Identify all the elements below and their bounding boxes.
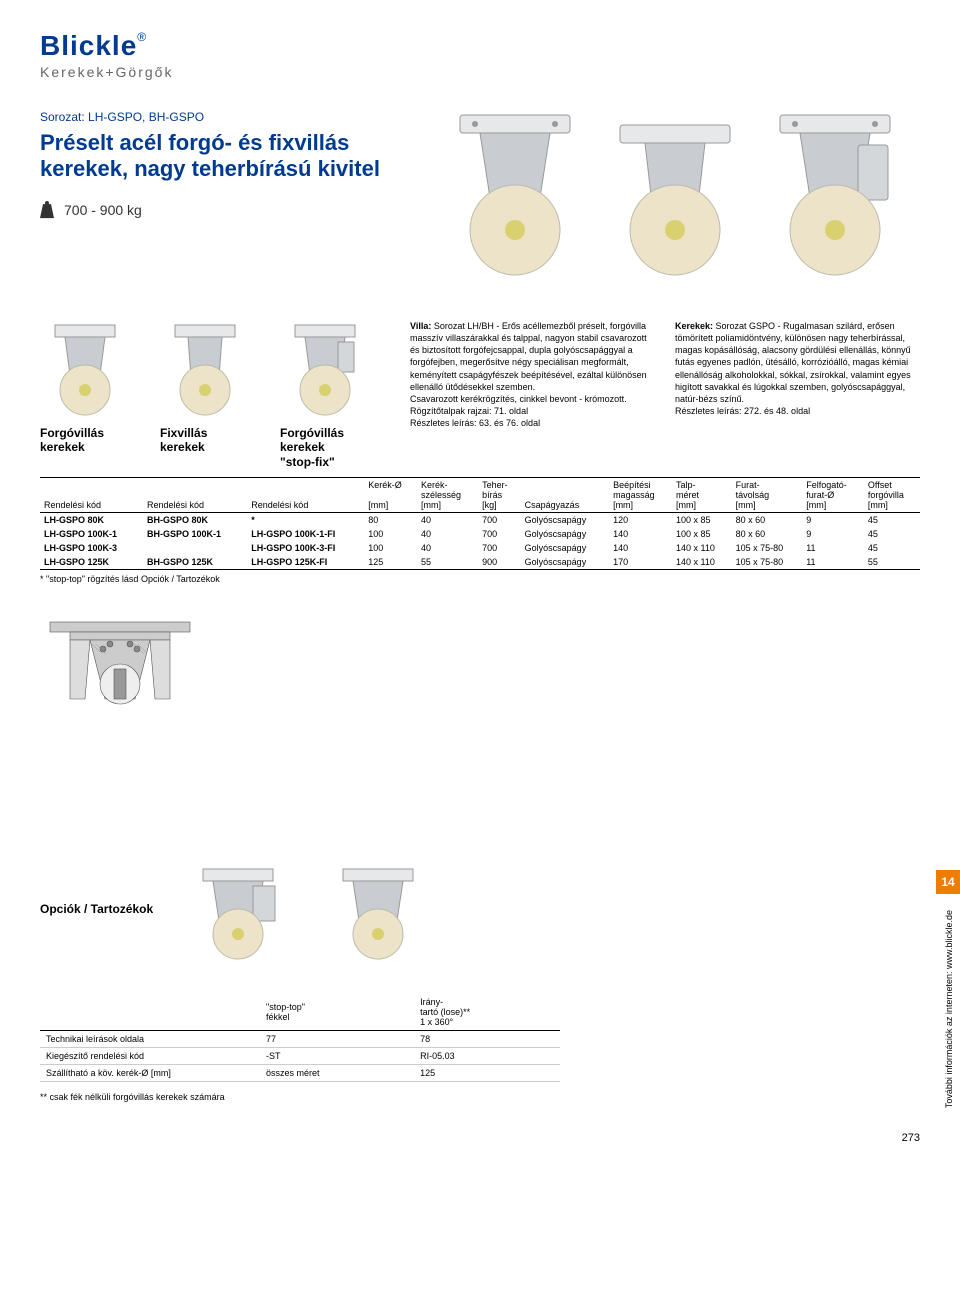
table-row: LH-GSPO 100K-1BH-GSPO 100K-1LH-GSPO 100K… bbox=[40, 527, 920, 541]
spec-header: Csapágyazás bbox=[521, 478, 609, 513]
side-info: További információk az interneten: www.b… bbox=[944, 910, 954, 1108]
table-row: Kiegészítő rendelési kód-STRI-05.03 bbox=[40, 1048, 560, 1065]
spec-header: Offset forgóvilla [mm] bbox=[864, 478, 920, 513]
logo-reg: ® bbox=[137, 30, 146, 44]
table-row: LH-GSPO 100K-3LH-GSPO 100K-3-FI10040700G… bbox=[40, 541, 920, 555]
logo-sub: Kerekek+Görgők bbox=[40, 64, 920, 80]
thumb-label: Fixvillás kerekek bbox=[160, 426, 260, 455]
spec-header: Furat- távolság [mm] bbox=[732, 478, 803, 513]
thumb-fixed: Fixvillás kerekek bbox=[160, 320, 260, 469]
thumb-swivel: Forgóvillás kerekek bbox=[40, 320, 140, 469]
logo-brand: Blickle bbox=[40, 30, 137, 61]
spec-header: Rendelési kód bbox=[143, 478, 247, 513]
spec-header: Beépítési magasság [mm] bbox=[609, 478, 672, 513]
logo: Blickle® Kerekek+Görgők bbox=[40, 30, 920, 80]
cross-section-diagram bbox=[40, 614, 200, 709]
spec-header: Teher- bírás [kg] bbox=[478, 478, 521, 513]
series-line: Sorozat: LH-GSPO, BH-GSPO bbox=[40, 110, 400, 124]
spec-table: Rendelési kódRendelési kódRendelési kódK… bbox=[40, 477, 920, 570]
desc-kerekek: Kerekek: Sorozat GSPO - Rugalmasan szilá… bbox=[675, 320, 920, 469]
page-number: 273 bbox=[40, 1132, 920, 1144]
spec-header: Rendelési kód bbox=[247, 478, 364, 513]
weight-icon bbox=[40, 201, 54, 219]
caster-illustration bbox=[440, 110, 590, 280]
thumb-label: Forgóvillás kerekek bbox=[40, 426, 140, 455]
options-table: "stop-top" fékkelIrány- tartó (lose)** 1… bbox=[40, 994, 560, 1082]
spec-header: Kerék-Ø [mm] bbox=[364, 478, 417, 513]
options-footnote: ** csak fék nélküli forgóvillás kerekek … bbox=[40, 1092, 920, 1102]
option-caster-direction bbox=[323, 864, 433, 964]
capacity-value: 700 - 900 kg bbox=[64, 202, 142, 218]
spec-header: Rendelési kód bbox=[40, 478, 143, 513]
table-row: Technikai leírások oldala7778 bbox=[40, 1031, 560, 1048]
hero-image bbox=[430, 110, 920, 280]
caster-illustration bbox=[600, 110, 750, 280]
capacity: 700 - 900 kg bbox=[40, 201, 400, 219]
page-title: Préselt acél forgó- és fixvillás kerekek… bbox=[40, 130, 400, 183]
caster-illustration bbox=[760, 110, 910, 280]
spec-header: Felfogató- furat-Ø [mm] bbox=[802, 478, 864, 513]
spec-header: Kerék- szélesség [mm] bbox=[417, 478, 478, 513]
section-tab: 14 bbox=[936, 870, 960, 894]
options-title: Opciók / Tartozékok bbox=[40, 902, 153, 916]
desc-villa: Villa: Sorozat LH/BH - Erős acéllemezből… bbox=[410, 320, 655, 469]
table-row: LH-GSPO 125KBH-GSPO 125KLH-GSPO 125K-FI1… bbox=[40, 555, 920, 570]
spec-header: Talp- méret [mm] bbox=[672, 478, 732, 513]
thumb-stopfix: Forgóvillás kerekek "stop-fix" bbox=[280, 320, 380, 469]
option-caster-stoptop bbox=[183, 864, 293, 964]
table-row: Szállítható a köv. kerék-Ø [mm]összes mé… bbox=[40, 1065, 560, 1082]
thumb-label: Forgóvillás kerekek "stop-fix" bbox=[280, 426, 380, 469]
table-row: LH-GSPO 80KBH-GSPO 80K*8040700Golyóscsap… bbox=[40, 513, 920, 528]
spec-footnote: * "stop-top" rögzítés lásd Opciók / Tart… bbox=[40, 574, 920, 584]
